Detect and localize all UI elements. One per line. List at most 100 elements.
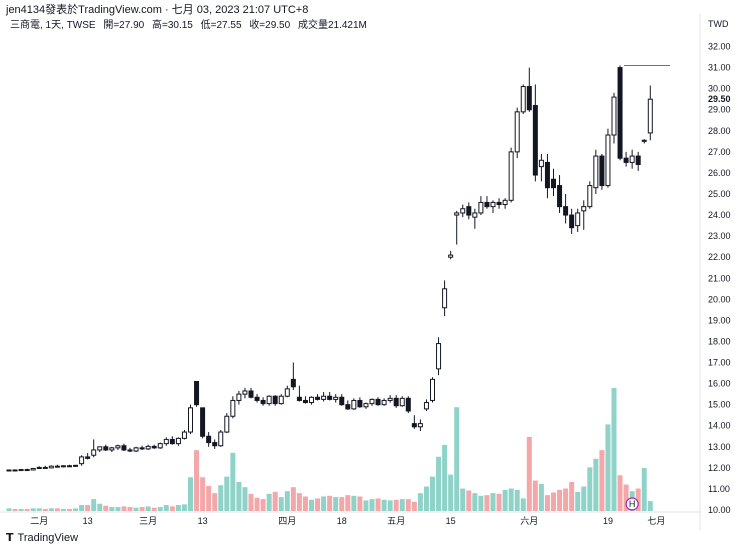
volume-bar xyxy=(605,424,611,511)
candle-body xyxy=(502,199,508,206)
volume-bar xyxy=(351,495,357,511)
volume-bar xyxy=(200,477,206,511)
currency-label: TWD xyxy=(708,19,729,29)
volume-bar xyxy=(181,504,187,511)
volume-bar xyxy=(48,508,54,511)
candle-body xyxy=(647,98,653,134)
volume-bar xyxy=(563,488,569,511)
candle-body xyxy=(617,67,623,159)
candle-body xyxy=(248,390,254,398)
volume-bar xyxy=(54,508,60,511)
volume-bar xyxy=(532,480,538,511)
candle-body xyxy=(73,464,79,467)
x-tick-label: 五月 xyxy=(387,516,405,526)
event-badge-icon[interactable] xyxy=(625,497,639,511)
candle-body xyxy=(430,378,435,401)
candle-body xyxy=(417,423,423,428)
volume-bar xyxy=(321,496,327,511)
candle-body xyxy=(526,86,532,111)
candle-body xyxy=(145,445,151,450)
candle-body xyxy=(169,438,175,445)
volume-bar xyxy=(218,485,224,511)
volume-bar xyxy=(290,487,296,511)
candle-body xyxy=(532,105,538,176)
volume-bar xyxy=(508,488,514,511)
candle-body xyxy=(206,435,212,444)
volume-bar xyxy=(526,436,532,511)
candle-body xyxy=(369,398,375,405)
candle-body xyxy=(363,403,369,408)
candle-body xyxy=(375,398,381,406)
y-tick-label: 19.00 xyxy=(708,315,731,325)
y-tick-label: 10.00 xyxy=(708,505,731,515)
candle-body xyxy=(188,407,193,433)
volume-bar xyxy=(587,467,593,511)
candle-body xyxy=(302,399,308,404)
volume-bar xyxy=(24,509,30,511)
tradingview-logo-icon[interactable]: 𝗧 xyxy=(6,532,14,544)
volume-bars xyxy=(6,388,653,511)
candle-body xyxy=(339,396,345,406)
candle-body xyxy=(538,159,544,168)
volume-bar xyxy=(12,509,18,511)
volume-bar xyxy=(42,509,48,511)
x-tick-label: 四月 xyxy=(278,516,296,526)
volume-bar xyxy=(623,484,629,511)
candle-body xyxy=(490,201,496,208)
volume-value: 成交量21.421M xyxy=(297,20,367,31)
volume-bar xyxy=(557,489,563,511)
volume-bar xyxy=(60,509,66,511)
candle-body xyxy=(212,442,218,447)
x-tick-label: 13 xyxy=(198,516,208,526)
candle-body xyxy=(466,206,472,216)
candle-body xyxy=(290,378,296,388)
volume-bar xyxy=(309,499,314,511)
volume-bar xyxy=(272,491,278,511)
y-tick-label: 31.00 xyxy=(708,63,731,73)
candle-body xyxy=(48,465,54,469)
candle-body xyxy=(278,395,284,405)
volume-bar xyxy=(115,507,121,511)
y-tick-label: 16.00 xyxy=(708,379,731,389)
candle-body xyxy=(109,447,115,451)
candle-body xyxy=(6,469,12,472)
y-tick-label: 12.00 xyxy=(708,463,731,473)
candle-body xyxy=(472,212,478,218)
volume-bar xyxy=(363,500,369,511)
y-tick-label: 28.00 xyxy=(708,126,731,136)
candle-body xyxy=(163,438,169,445)
candle-body xyxy=(520,86,526,113)
volume-bar xyxy=(163,505,169,511)
volume-bar xyxy=(230,452,236,511)
open-value: 開=27.90 xyxy=(103,20,145,31)
volume-bar xyxy=(67,509,72,511)
volume-bar xyxy=(6,508,12,511)
volume-bar xyxy=(278,497,284,511)
y-tick-label: 22.00 xyxy=(708,252,731,262)
y-tick-label: 13.00 xyxy=(708,442,731,452)
candle-body xyxy=(266,395,272,405)
volume-bar xyxy=(194,450,200,511)
candles: H xyxy=(6,64,670,511)
volume-bar xyxy=(399,499,405,511)
tradingview-brand[interactable]: TradingView xyxy=(17,532,79,544)
candle-body xyxy=(508,151,514,201)
axes: TWD 32.00 31.00 30.00 29.00 28.00 27.00 26.00 25… xyxy=(0,14,731,530)
volume-bar xyxy=(97,503,103,511)
close-value: 收=29.50 xyxy=(249,20,291,31)
candle-body xyxy=(103,446,109,451)
volume-bar xyxy=(79,505,85,511)
volume-bar xyxy=(411,501,417,511)
candle-body xyxy=(423,402,429,410)
volume-bar xyxy=(212,493,218,511)
candle-body xyxy=(557,185,563,208)
y-tick-label: 14.00 xyxy=(708,421,731,431)
symbol-label[interactable]: 三商電, 1天, TWSE xyxy=(10,20,96,31)
x-tick-label: 三月 xyxy=(139,516,157,526)
volume-bar xyxy=(206,485,212,511)
candle-body xyxy=(405,397,411,412)
volume-bar xyxy=(551,492,556,511)
candle-body xyxy=(242,390,248,395)
candle-body xyxy=(272,395,278,405)
